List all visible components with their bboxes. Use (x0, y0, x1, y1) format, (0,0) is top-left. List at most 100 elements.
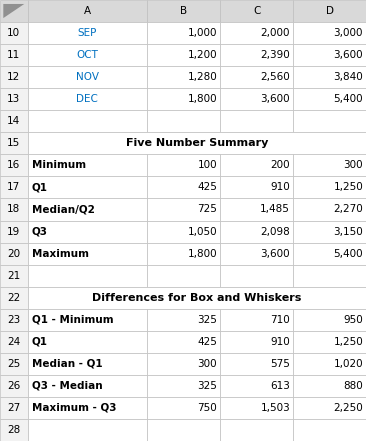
Bar (27, 287, 366, 309)
Bar (293, 154, 366, 176)
Bar (27, 243, 147, 265)
Text: 21: 21 (7, 271, 20, 280)
Text: 12: 12 (7, 72, 20, 82)
Bar (220, 375, 293, 397)
Text: 3,000: 3,000 (333, 28, 363, 38)
Text: 1,280: 1,280 (187, 72, 217, 82)
Text: 3,600: 3,600 (333, 50, 363, 60)
Bar (0, 353, 27, 375)
Text: 5,400: 5,400 (333, 94, 363, 104)
Bar (0, 397, 27, 419)
Bar (293, 353, 366, 375)
Text: 1,020: 1,020 (333, 359, 363, 369)
Bar (220, 44, 293, 66)
Bar (147, 243, 220, 265)
Text: 27: 27 (7, 403, 20, 413)
Text: 300: 300 (198, 359, 217, 369)
Bar (0, 0, 27, 22)
Bar (27, 110, 147, 132)
Text: 26: 26 (7, 381, 20, 391)
Bar (220, 419, 293, 441)
Text: C: C (253, 6, 260, 16)
Text: 3,150: 3,150 (333, 227, 363, 236)
Text: Five Number Summary: Five Number Summary (126, 138, 268, 148)
Bar (220, 265, 293, 287)
Bar (0, 22, 27, 44)
Text: NOV: NOV (76, 72, 99, 82)
Text: 16: 16 (7, 161, 20, 170)
Text: 2,270: 2,270 (333, 205, 363, 214)
Bar (147, 66, 220, 88)
Text: 100: 100 (198, 161, 217, 170)
Bar (147, 44, 220, 66)
Bar (220, 198, 293, 220)
Bar (147, 419, 220, 441)
Bar (27, 198, 147, 220)
Text: Q1: Q1 (32, 337, 48, 347)
Text: Maximum: Maximum (32, 249, 89, 258)
Text: 575: 575 (270, 359, 290, 369)
Bar (0, 44, 27, 66)
Bar (0, 419, 27, 441)
Bar (27, 309, 147, 331)
Bar (293, 110, 366, 132)
Text: 300: 300 (343, 161, 363, 170)
Text: 1,800: 1,800 (187, 94, 217, 104)
Text: 11: 11 (7, 50, 20, 60)
Bar (293, 265, 366, 287)
Bar (27, 0, 147, 22)
Text: 910: 910 (270, 183, 290, 192)
Text: 710: 710 (270, 315, 290, 325)
Text: 325: 325 (197, 381, 217, 391)
Bar (147, 198, 220, 220)
Bar (0, 287, 27, 309)
Bar (220, 331, 293, 353)
Text: 425: 425 (197, 183, 217, 192)
Text: B: B (180, 6, 187, 16)
Bar (0, 243, 27, 265)
Bar (147, 0, 220, 22)
Text: Q1 - Minimum: Q1 - Minimum (32, 315, 113, 325)
Text: 2,098: 2,098 (260, 227, 290, 236)
Text: 725: 725 (197, 205, 217, 214)
Bar (220, 22, 293, 44)
Text: 19: 19 (7, 227, 20, 236)
Bar (147, 353, 220, 375)
Text: 1,503: 1,503 (260, 403, 290, 413)
Bar (0, 309, 27, 331)
Text: 2,560: 2,560 (260, 72, 290, 82)
Text: 22: 22 (7, 293, 20, 303)
Text: 18: 18 (7, 205, 20, 214)
Bar (293, 331, 366, 353)
Bar (0, 331, 27, 353)
Bar (220, 220, 293, 243)
Text: 13: 13 (7, 94, 20, 104)
Bar (27, 353, 147, 375)
Bar (27, 154, 147, 176)
Text: D: D (325, 6, 333, 16)
Text: 3,600: 3,600 (261, 249, 290, 258)
Text: 10: 10 (7, 28, 20, 38)
Text: 750: 750 (197, 403, 217, 413)
Bar (293, 0, 366, 22)
Text: 15: 15 (7, 138, 20, 148)
Bar (147, 220, 220, 243)
Bar (220, 154, 293, 176)
Bar (147, 176, 220, 198)
Bar (220, 110, 293, 132)
Bar (0, 220, 27, 243)
Bar (147, 110, 220, 132)
Text: 1,250: 1,250 (333, 337, 363, 347)
Bar (147, 309, 220, 331)
Text: Maximum - Q3: Maximum - Q3 (32, 403, 116, 413)
Text: OCT: OCT (76, 50, 98, 60)
Text: 2,250: 2,250 (333, 403, 363, 413)
Bar (147, 397, 220, 419)
Text: DEC: DEC (76, 94, 98, 104)
Text: 23: 23 (7, 315, 20, 325)
Bar (220, 66, 293, 88)
Text: 25: 25 (7, 359, 20, 369)
Bar (293, 309, 366, 331)
Text: 1,485: 1,485 (260, 205, 290, 214)
Bar (220, 353, 293, 375)
